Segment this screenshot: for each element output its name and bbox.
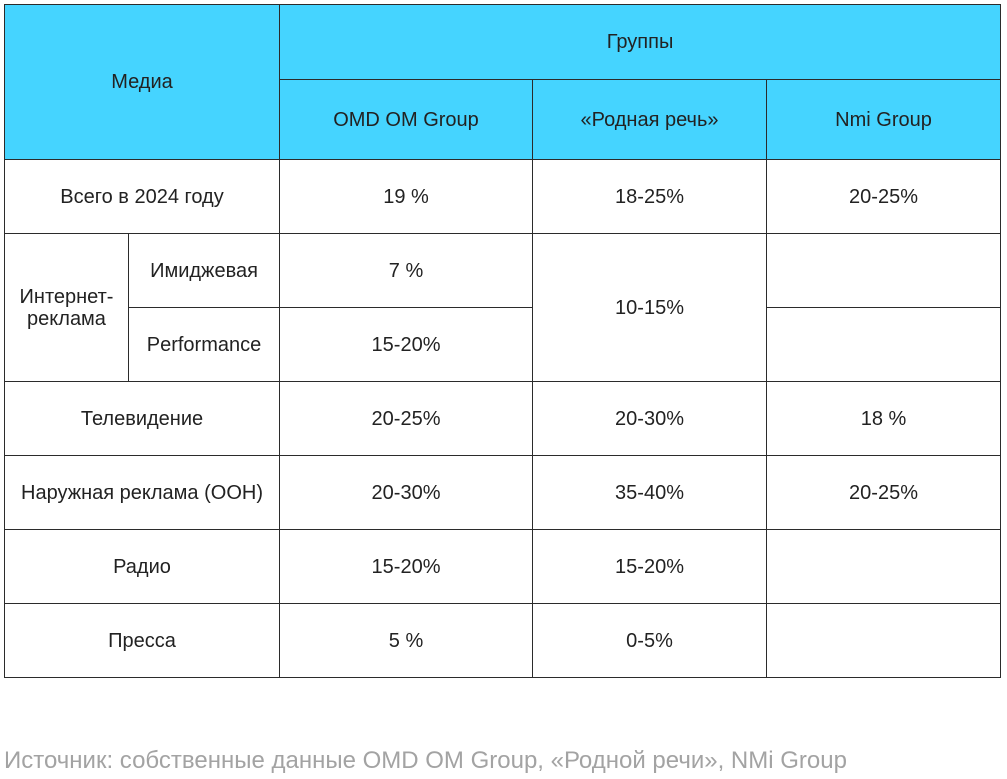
cell-radio-omd: 15-20% bbox=[279, 529, 534, 604]
source-note: Источник: собственные данные OMD OM Grou… bbox=[4, 747, 847, 774]
cell-ooh-nmi: 20-25% bbox=[766, 455, 1002, 530]
header-rodnaya: «Родная речь» bbox=[532, 79, 768, 160]
row-label-ooh: Наружная реклама (OOH) bbox=[3, 455, 281, 530]
header-nmi: Nmi Group bbox=[766, 79, 1002, 160]
cell-internet-rodnaya: 10-15% bbox=[532, 233, 768, 382]
cell-tv-omd: 20-25% bbox=[279, 381, 534, 456]
cell-press-nmi bbox=[766, 603, 1002, 678]
row-label-press: Пресса bbox=[3, 603, 281, 678]
cell-performance-omd: 15-20% bbox=[279, 307, 534, 382]
row-label-radio: Радио bbox=[3, 529, 281, 604]
header-omd: OMD OM Group bbox=[279, 79, 534, 160]
cell-radio-rodnaya: 15-20% bbox=[532, 529, 768, 604]
header-groups: Группы bbox=[279, 4, 1002, 80]
table-row: Пресса 5 % 0-5% bbox=[3, 603, 1002, 678]
cell-tv-nmi: 18 % bbox=[766, 381, 1002, 456]
cell-performance-nmi bbox=[766, 307, 1002, 382]
row-label-tv: Телевидение bbox=[3, 381, 281, 456]
cell-total-nmi: 20-25% bbox=[766, 159, 1002, 234]
header-row: Медиа Группы bbox=[3, 4, 1002, 160]
header-media: Медиа bbox=[3, 4, 281, 160]
table-row: Радио 15-20% 15-20% bbox=[3, 529, 1002, 604]
table-row: Интернет-реклама Имиджевая 7 % 10-15% bbox=[4, 233, 1002, 382]
table-row: Наружная реклама (OOH) 20-30% 35-40% 20-… bbox=[3, 455, 1002, 530]
table-row: Телевидение 20-25% 20-30% 18 % bbox=[3, 381, 1002, 456]
cell-ooh-rodnaya: 35-40% bbox=[532, 455, 768, 530]
cell-press-rodnaya: 0-5% bbox=[532, 603, 768, 678]
cell-total-omd: 19 % bbox=[279, 159, 534, 234]
cell-image-nmi bbox=[766, 233, 1002, 308]
cell-image-omd: 7 % bbox=[279, 233, 534, 308]
cell-radio-nmi bbox=[766, 529, 1002, 604]
row-label-performance: Performance bbox=[127, 307, 281, 382]
cell-ooh-omd: 20-30% bbox=[279, 455, 534, 530]
row-label-image: Имиджевая bbox=[127, 233, 281, 308]
cell-total-rodnaya: 18-25% bbox=[532, 159, 768, 234]
row-label-internet: Интернет-реклама bbox=[4, 233, 129, 382]
row-label-total: Всего в 2024 году bbox=[3, 159, 281, 234]
table-row: Performance 15-20% bbox=[5, 307, 1002, 382]
cell-tv-rodnaya: 20-30% bbox=[532, 381, 768, 456]
cell-press-omd: 5 % bbox=[279, 603, 534, 678]
table-row: Всего в 2024 году 19 % 18-25% 20-25% bbox=[3, 159, 1002, 234]
header-columns-row: OMD OM Group «Родная речь» Nmi Group bbox=[5, 79, 1002, 160]
media-share-table: Медиа Группы OMD OM Group «Родная речь» … bbox=[3, 4, 1002, 678]
